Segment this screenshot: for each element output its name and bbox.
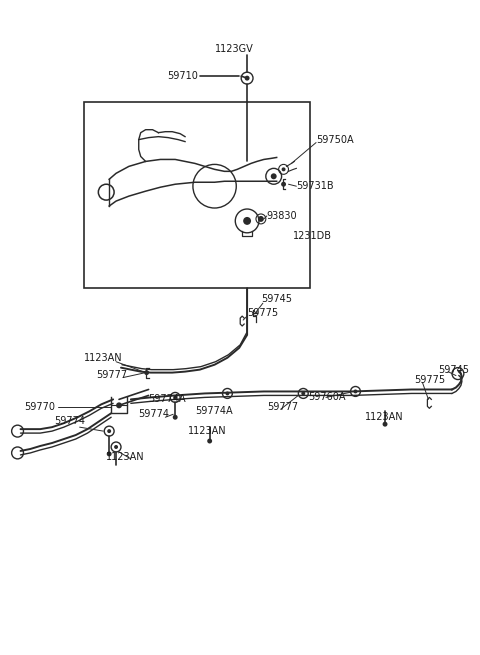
- Text: 59777: 59777: [96, 369, 128, 380]
- Bar: [84, 102, 310, 288]
- Circle shape: [144, 370, 149, 375]
- Text: 1123AN: 1123AN: [188, 426, 227, 436]
- Text: 59770: 59770: [24, 402, 56, 412]
- Text: 59710: 59710: [168, 71, 198, 81]
- Text: 1231DB: 1231DB: [293, 231, 333, 241]
- Text: 59774: 59774: [138, 409, 169, 419]
- Circle shape: [383, 422, 387, 426]
- Circle shape: [301, 392, 305, 396]
- Circle shape: [282, 168, 286, 172]
- Circle shape: [107, 451, 112, 457]
- Text: 59777: 59777: [267, 402, 298, 412]
- Text: 59774A: 59774A: [149, 394, 186, 404]
- Circle shape: [281, 181, 286, 187]
- Text: 59731B: 59731B: [296, 181, 334, 191]
- Circle shape: [243, 217, 251, 225]
- Circle shape: [116, 402, 122, 408]
- Text: 59745: 59745: [438, 365, 469, 375]
- Text: 59774A: 59774A: [195, 406, 232, 417]
- Text: 59745: 59745: [261, 294, 292, 304]
- Text: 59760A: 59760A: [308, 392, 346, 402]
- Text: 1123AN: 1123AN: [106, 452, 145, 462]
- Circle shape: [173, 396, 177, 400]
- Text: 1123GV: 1123GV: [215, 45, 253, 54]
- Text: 1123AN: 1123AN: [365, 412, 404, 422]
- Circle shape: [353, 390, 358, 394]
- Circle shape: [258, 216, 264, 222]
- Circle shape: [207, 439, 212, 443]
- Text: 59775: 59775: [247, 308, 278, 318]
- Text: 1123AN: 1123AN: [84, 353, 122, 363]
- Text: 59774: 59774: [54, 416, 85, 426]
- Text: 59775: 59775: [415, 375, 446, 384]
- Circle shape: [114, 445, 118, 449]
- Circle shape: [271, 174, 276, 179]
- Circle shape: [226, 392, 229, 396]
- Text: 93830: 93830: [267, 211, 298, 221]
- Text: 59750A: 59750A: [316, 135, 354, 145]
- Circle shape: [107, 429, 111, 433]
- Circle shape: [173, 415, 178, 420]
- Circle shape: [245, 76, 250, 81]
